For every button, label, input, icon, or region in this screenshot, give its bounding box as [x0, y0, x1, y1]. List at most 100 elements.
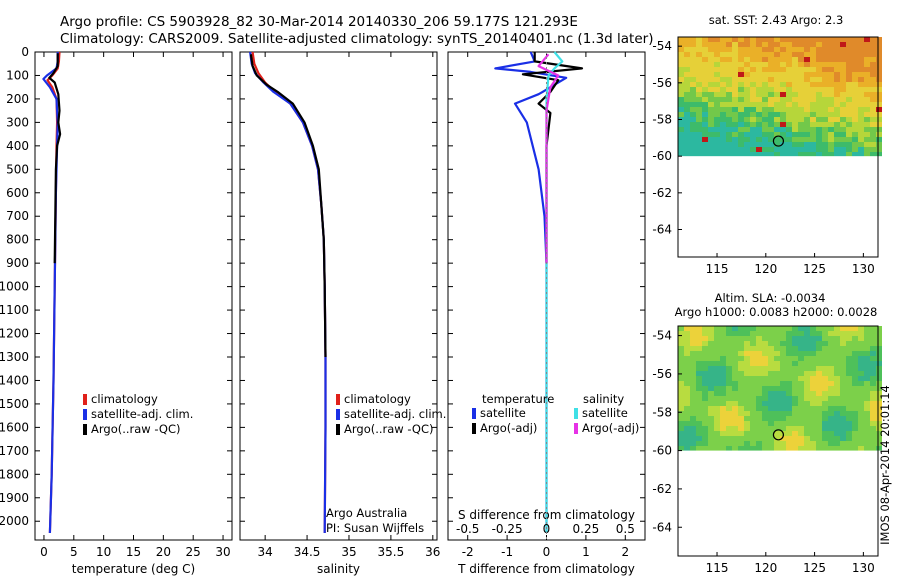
map-cell — [834, 326, 840, 331]
map-cell — [756, 401, 762, 406]
map-cell — [834, 411, 840, 416]
y-tick-label: 1400 — [0, 373, 29, 387]
map-cell — [756, 356, 762, 361]
map-cell — [810, 127, 816, 132]
map-cell — [792, 47, 798, 52]
map-cell — [774, 381, 780, 386]
map-cell — [750, 112, 756, 117]
map-cell — [744, 376, 750, 381]
map-cell — [738, 391, 744, 396]
x-tick-label: 10 — [96, 545, 111, 559]
map-cell — [756, 436, 762, 441]
map-cell — [840, 37, 846, 42]
map-cell — [726, 426, 732, 431]
map-cell — [822, 117, 828, 122]
map-cell — [750, 401, 756, 406]
map-cell — [696, 72, 702, 77]
map-cell — [834, 102, 840, 107]
map-cell — [858, 42, 864, 47]
map-cell — [792, 421, 798, 426]
y-tick-label: 0 — [21, 45, 29, 59]
map-cell — [684, 346, 690, 351]
map-cell — [768, 82, 774, 87]
map-cell — [726, 351, 732, 356]
map-cell — [738, 72, 744, 77]
map-cell — [852, 57, 858, 62]
y-tick-label: -60 — [652, 444, 672, 458]
map-cell — [768, 47, 774, 52]
map-cell — [756, 57, 762, 62]
map-cell — [690, 122, 696, 127]
map-cell — [690, 82, 696, 87]
map-cell — [852, 127, 858, 132]
map-cell — [876, 371, 882, 376]
map-cell — [684, 361, 690, 366]
map-cell — [690, 356, 696, 361]
map-cell — [756, 122, 762, 127]
map-cell — [756, 341, 762, 346]
map-cell — [720, 147, 726, 152]
map-cell — [762, 137, 768, 142]
map-cell — [690, 72, 696, 77]
map-cell — [798, 351, 804, 356]
map-cell — [864, 346, 870, 351]
map-cell — [780, 356, 786, 361]
map-cell — [750, 341, 756, 346]
map-cell — [840, 82, 846, 87]
map-cell — [804, 391, 810, 396]
map-cell — [690, 97, 696, 102]
map-cell — [798, 411, 804, 416]
map-cell — [858, 87, 864, 92]
map-cell — [714, 97, 720, 102]
map-cell — [798, 127, 804, 132]
map-cell — [840, 341, 846, 346]
map-cell — [834, 391, 840, 396]
map-cell — [696, 406, 702, 411]
map-cell — [834, 386, 840, 391]
map-cell — [720, 97, 726, 102]
map-cell — [732, 82, 738, 87]
map-cell — [846, 122, 852, 127]
map-cell — [714, 137, 720, 142]
map-cell — [708, 112, 714, 117]
map-cell — [762, 107, 768, 112]
map-cell — [762, 371, 768, 376]
map-cell — [876, 356, 882, 361]
map-cell — [864, 411, 870, 416]
map-cell — [684, 431, 690, 436]
map-cell — [738, 92, 744, 97]
map-cell — [708, 411, 714, 416]
map-cell — [864, 391, 870, 396]
map-cell — [828, 152, 834, 157]
map-cell — [774, 371, 780, 376]
map-cell — [732, 97, 738, 102]
map-cell — [708, 386, 714, 391]
map-cell — [846, 72, 852, 77]
map-cell — [726, 47, 732, 52]
map-cell — [738, 127, 744, 132]
map-cell — [696, 336, 702, 341]
map-cell — [684, 87, 690, 92]
map-cell — [750, 52, 756, 57]
map-cell — [864, 142, 870, 147]
map-cell — [858, 331, 864, 336]
map-cell — [702, 431, 708, 436]
map-cell — [840, 97, 846, 102]
map-cell — [708, 137, 714, 142]
map-cell — [720, 446, 726, 451]
map-cell — [810, 72, 816, 77]
map-cell — [750, 137, 756, 142]
map-cell — [714, 37, 720, 42]
map-cell — [864, 396, 870, 401]
map-cell — [840, 381, 846, 386]
map-cell — [744, 77, 750, 82]
y-tick-label: 1700 — [0, 444, 29, 458]
map-cell — [804, 92, 810, 97]
map-cell — [696, 67, 702, 72]
map-cell — [690, 47, 696, 52]
map-cell — [726, 441, 732, 446]
map-cell — [726, 386, 732, 391]
map-cell — [750, 82, 756, 87]
map-cell — [678, 366, 684, 371]
map-cell — [828, 147, 834, 152]
